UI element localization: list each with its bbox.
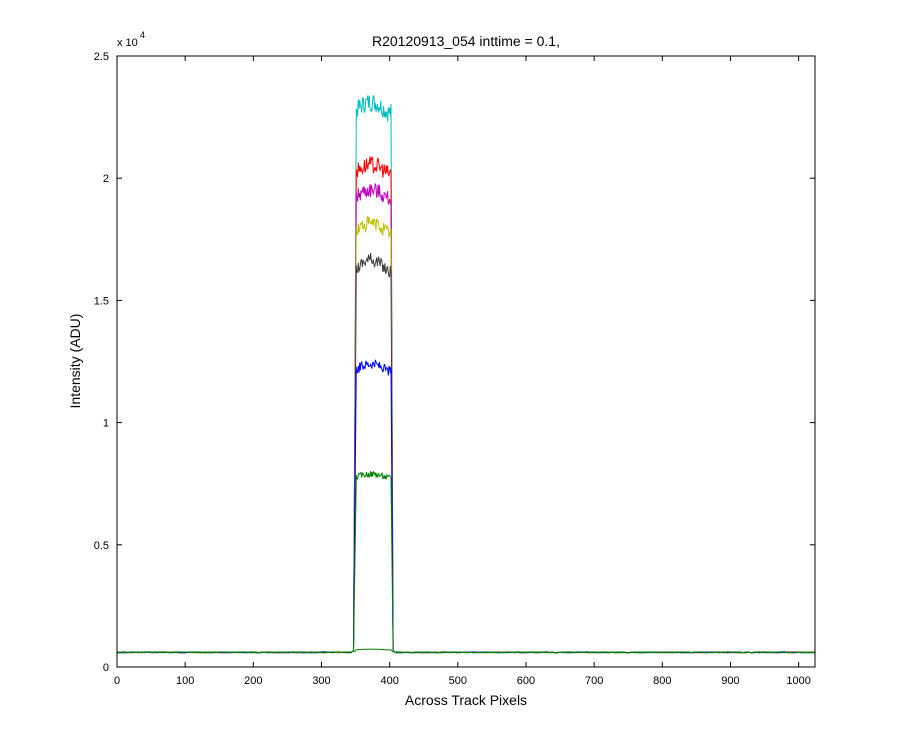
- y-axis-title: Intensity (ADU): [67, 314, 83, 409]
- series-line: [116, 648, 815, 654]
- y-tick-label: 1: [103, 418, 109, 430]
- chart-title: R20120913_054 inttime = 0.1,: [372, 33, 560, 49]
- series-layer: [116, 95, 815, 654]
- y-tick-label: 0.5: [94, 540, 109, 552]
- x-tick-label: 1000: [786, 675, 810, 687]
- y-exponent-power: 4: [140, 30, 145, 40]
- x-tick-label: 700: [585, 675, 603, 687]
- x-tick-label: 800: [653, 675, 671, 687]
- x-tick-label: 400: [380, 675, 398, 687]
- x-tick-label: 600: [517, 675, 535, 687]
- y-tick-label: 1.5: [94, 295, 109, 307]
- x-axis-title: Across Track Pixels: [405, 692, 527, 708]
- y-exponent-label: x 10: [117, 37, 138, 49]
- y-tick-label: 2.5: [94, 51, 109, 63]
- plot-frame: [116, 55, 816, 668]
- y-tick-label: 0: [103, 662, 109, 674]
- x-tick-label: 900: [721, 675, 739, 687]
- x-tick-label: 200: [244, 675, 262, 687]
- x-tick-label: 300: [312, 675, 330, 687]
- x-axis: 0 100 200 300 400 500 600 700 800 900 1000: [114, 56, 811, 687]
- y-axis: 0 0.5 1 1.5 2 2.5: [94, 51, 815, 674]
- plot-area: [117, 56, 815, 667]
- x-tick-label: 100: [176, 675, 194, 687]
- y-tick-label: 2: [103, 173, 109, 185]
- x-tick-label: 500: [449, 675, 467, 687]
- x-tick-label: 0: [114, 675, 120, 687]
